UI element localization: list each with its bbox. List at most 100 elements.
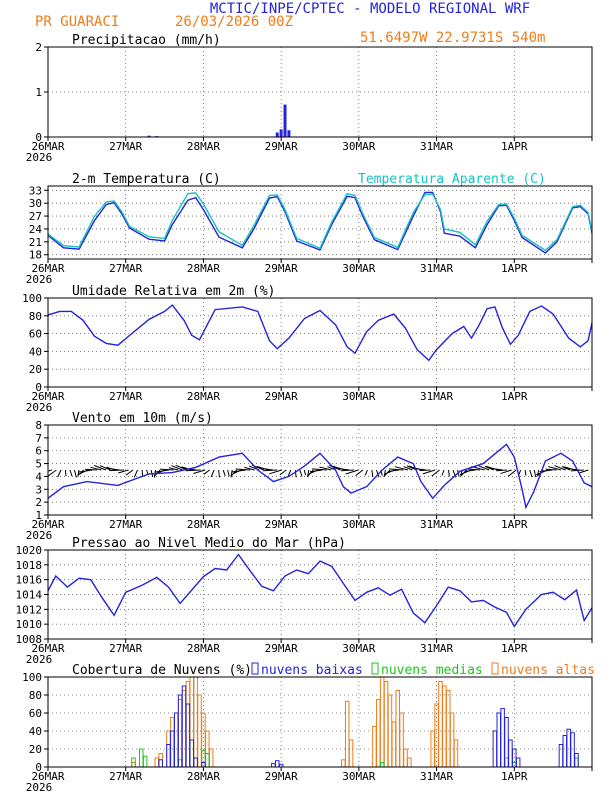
wind-vector bbox=[312, 469, 327, 470]
series-line-blue bbox=[48, 305, 592, 360]
y-tick-label: 1010 bbox=[16, 618, 43, 631]
x-year-label: 2026 bbox=[26, 529, 53, 542]
wind-vector bbox=[530, 470, 533, 477]
cloud-high-bar bbox=[186, 682, 190, 768]
wind-vector bbox=[442, 470, 444, 475]
cloud-high-bar bbox=[454, 740, 458, 767]
y-tick-label: 1018 bbox=[16, 559, 43, 572]
plot-area bbox=[48, 555, 592, 627]
x-tick-label: 27MAR bbox=[109, 390, 142, 403]
cloud-low-bar bbox=[190, 740, 194, 767]
panel-title: Umidade Relativa em 2m (%) bbox=[72, 284, 276, 299]
x-tick-label: 31MAR bbox=[420, 390, 453, 403]
cloud-low-bar bbox=[497, 713, 501, 767]
wind-vector bbox=[449, 470, 450, 477]
x-tick-label: 28MAR bbox=[187, 642, 220, 655]
wind-vector bbox=[160, 469, 174, 470]
wind-vector bbox=[186, 470, 201, 471]
y-tick-label: 100 bbox=[22, 292, 42, 305]
cloud-low-bar bbox=[501, 709, 505, 768]
plot-area bbox=[48, 192, 592, 253]
wind-vector bbox=[211, 470, 214, 477]
wind-vector bbox=[223, 470, 225, 476]
x-tick-label: 30MAR bbox=[342, 262, 375, 275]
plot-area bbox=[132, 677, 578, 767]
y-tick-label: 60 bbox=[29, 328, 42, 341]
cloud-low-bar bbox=[276, 761, 280, 767]
cloud-high-bar bbox=[396, 691, 400, 768]
header-location: PR GUARACI bbox=[35, 14, 119, 30]
wind-vector bbox=[263, 470, 277, 471]
x-tick-label: 1APR bbox=[501, 140, 528, 153]
legend-label-1: nuvens medias bbox=[381, 663, 483, 678]
y-tick-label: 20 bbox=[29, 743, 42, 756]
x-tick-label: 27MAR bbox=[109, 770, 142, 783]
y-tick-label: 5 bbox=[35, 458, 42, 471]
wind-vector bbox=[534, 470, 536, 477]
y-tick-label: 6 bbox=[35, 445, 42, 458]
cloud-high-bar bbox=[194, 677, 198, 767]
x-tick-label: 29MAR bbox=[265, 642, 298, 655]
wind-vector bbox=[496, 470, 507, 471]
y-tick-label: 33 bbox=[29, 184, 42, 197]
cloud-high-bar bbox=[450, 713, 454, 767]
x-tick-label: 29MAR bbox=[265, 140, 298, 153]
series-line-blue bbox=[48, 192, 592, 253]
legend-swatch bbox=[372, 663, 378, 674]
panel-legend-apparent: Temperatura Aparente (C) bbox=[358, 172, 546, 187]
x-tick-label: 31MAR bbox=[420, 518, 453, 531]
cloud-high-bar bbox=[377, 700, 381, 768]
header-coords: 51.6497W 22.9731S 540m bbox=[360, 30, 545, 46]
cloud-high-bar bbox=[505, 758, 509, 767]
cloud-high-bar bbox=[439, 682, 443, 768]
cloud-mid-bar bbox=[140, 749, 144, 767]
cloud-low-bar bbox=[167, 745, 171, 768]
wind-vector bbox=[228, 470, 230, 476]
cloud-low-bar bbox=[516, 758, 520, 767]
x-tick-label: 28MAR bbox=[187, 140, 220, 153]
wind-vector bbox=[78, 470, 79, 477]
y-tick-label: 20 bbox=[29, 363, 42, 376]
cloud-high-bar bbox=[408, 758, 412, 767]
cloud-high-bar bbox=[400, 713, 404, 767]
cloud-low-bar bbox=[559, 745, 563, 768]
x-tick-label: 29MAR bbox=[265, 390, 298, 403]
x-tick-label: 1APR bbox=[501, 262, 528, 275]
y-tick-label: 18 bbox=[29, 249, 42, 262]
wind-vector bbox=[300, 470, 302, 477]
cloud-high-bar bbox=[178, 700, 182, 768]
cloud-low-bar bbox=[174, 713, 178, 767]
x-tick-label: 31MAR bbox=[420, 140, 453, 153]
wind-vector bbox=[304, 470, 305, 475]
cloud-high-bar bbox=[182, 691, 186, 768]
legend-swatch bbox=[492, 663, 498, 674]
panel-title: Precipitacao (mm/h) bbox=[72, 33, 221, 48]
y-tick-label: 40 bbox=[29, 345, 42, 358]
panel-title: Cobertura de Nuvens (%) bbox=[72, 663, 252, 678]
x-tick-label: 29MAR bbox=[265, 770, 298, 783]
y-tick-label: 24 bbox=[29, 223, 43, 236]
wind-vector bbox=[74, 470, 76, 477]
series-line-blue bbox=[48, 444, 592, 507]
y-tick-label: 60 bbox=[29, 707, 42, 720]
precip-bar bbox=[287, 130, 290, 137]
x-tick-label: 1APR bbox=[501, 390, 528, 403]
y-tick-label: 4 bbox=[35, 470, 42, 483]
wind-vector bbox=[85, 469, 97, 470]
x-tick-label: 30MAR bbox=[342, 770, 375, 783]
cloud-low-bar bbox=[272, 763, 276, 767]
panel-title: Pressao ao Nivel Medio do Mar (hPa) bbox=[72, 536, 346, 551]
cloud-low-bar bbox=[186, 704, 190, 767]
cloud-high-bar bbox=[384, 682, 388, 768]
y-tick-label: 80 bbox=[29, 689, 42, 702]
x-tick-label: 27MAR bbox=[109, 262, 142, 275]
x-tick-label: 28MAR bbox=[187, 518, 220, 531]
x-tick-label: 1APR bbox=[501, 518, 528, 531]
x-year-label: 2026 bbox=[26, 273, 53, 286]
cloud-low-bar bbox=[159, 760, 163, 767]
